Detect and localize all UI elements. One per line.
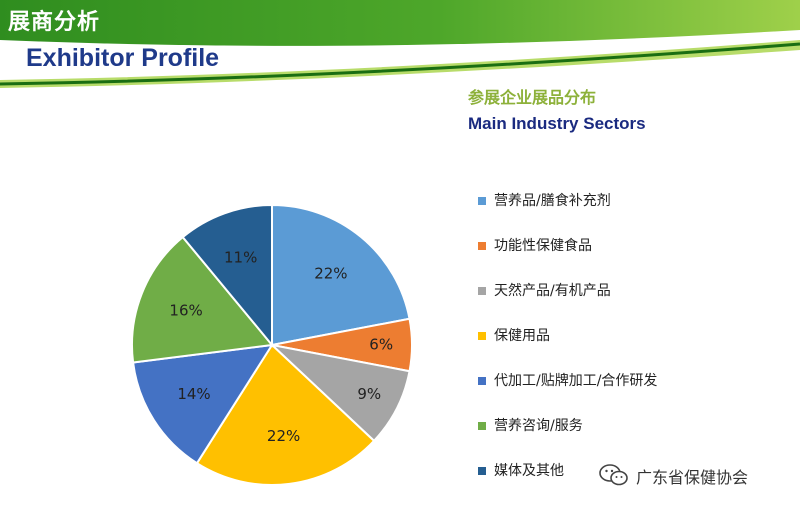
legend-label-1: 功能性保健食品 [494, 238, 592, 254]
pie-data-label-4: 14% [177, 385, 210, 403]
pie-slice-0 [271, 203, 411, 347]
legend-swatch-5 [478, 422, 486, 430]
legend-label-2: 天然产品/有机产品 [494, 283, 611, 299]
legend-swatch-1 [478, 242, 486, 250]
legend-swatch-2 [478, 287, 486, 295]
legend-label-0: 营养品/膳食补充剂 [494, 193, 611, 209]
legend-swatch-0 [478, 197, 486, 205]
pie-data-label-0: 22% [314, 264, 347, 282]
chart-title: 参展企业展品分布 [468, 88, 597, 107]
legend-swatch-4 [478, 377, 486, 385]
page-title-cn: 展商分析 [8, 10, 101, 35]
chart-subtitle: Main Industry Sectors [468, 114, 646, 133]
pie-data-label-6: 11% [224, 249, 257, 267]
pie-data-label-2: 9% [357, 385, 381, 403]
legend-label-6: 媒体及其他 [494, 463, 564, 479]
legend-swatch-6 [478, 467, 486, 475]
banner-graphic [0, 0, 800, 88]
pie-data-label-5: 16% [169, 302, 202, 320]
pie-slice-5 [131, 235, 274, 364]
legend-swatch-3 [478, 332, 486, 340]
wechat-icon [599, 464, 628, 486]
page-title-en: Exhibitor Profile [26, 44, 220, 72]
watermark-text: 广东省保健协会 [636, 468, 749, 487]
pie-slice-4 [131, 343, 274, 465]
pie-slice-6 [181, 203, 273, 348]
pie-slice-3 [195, 343, 376, 486]
header-banner: 展商分析 Exhibitor Profile [0, 0, 800, 92]
legend-label-5: 营养咨询/服务 [494, 418, 583, 434]
legend-label-4: 代加工/贴牌加工/合作研发 [494, 373, 658, 389]
pie-data-label-3: 22% [267, 427, 300, 445]
legend-label-3: 保健用品 [494, 328, 550, 344]
pie-data-label-1: 6% [369, 336, 393, 354]
pie-slice-2 [268, 343, 411, 443]
